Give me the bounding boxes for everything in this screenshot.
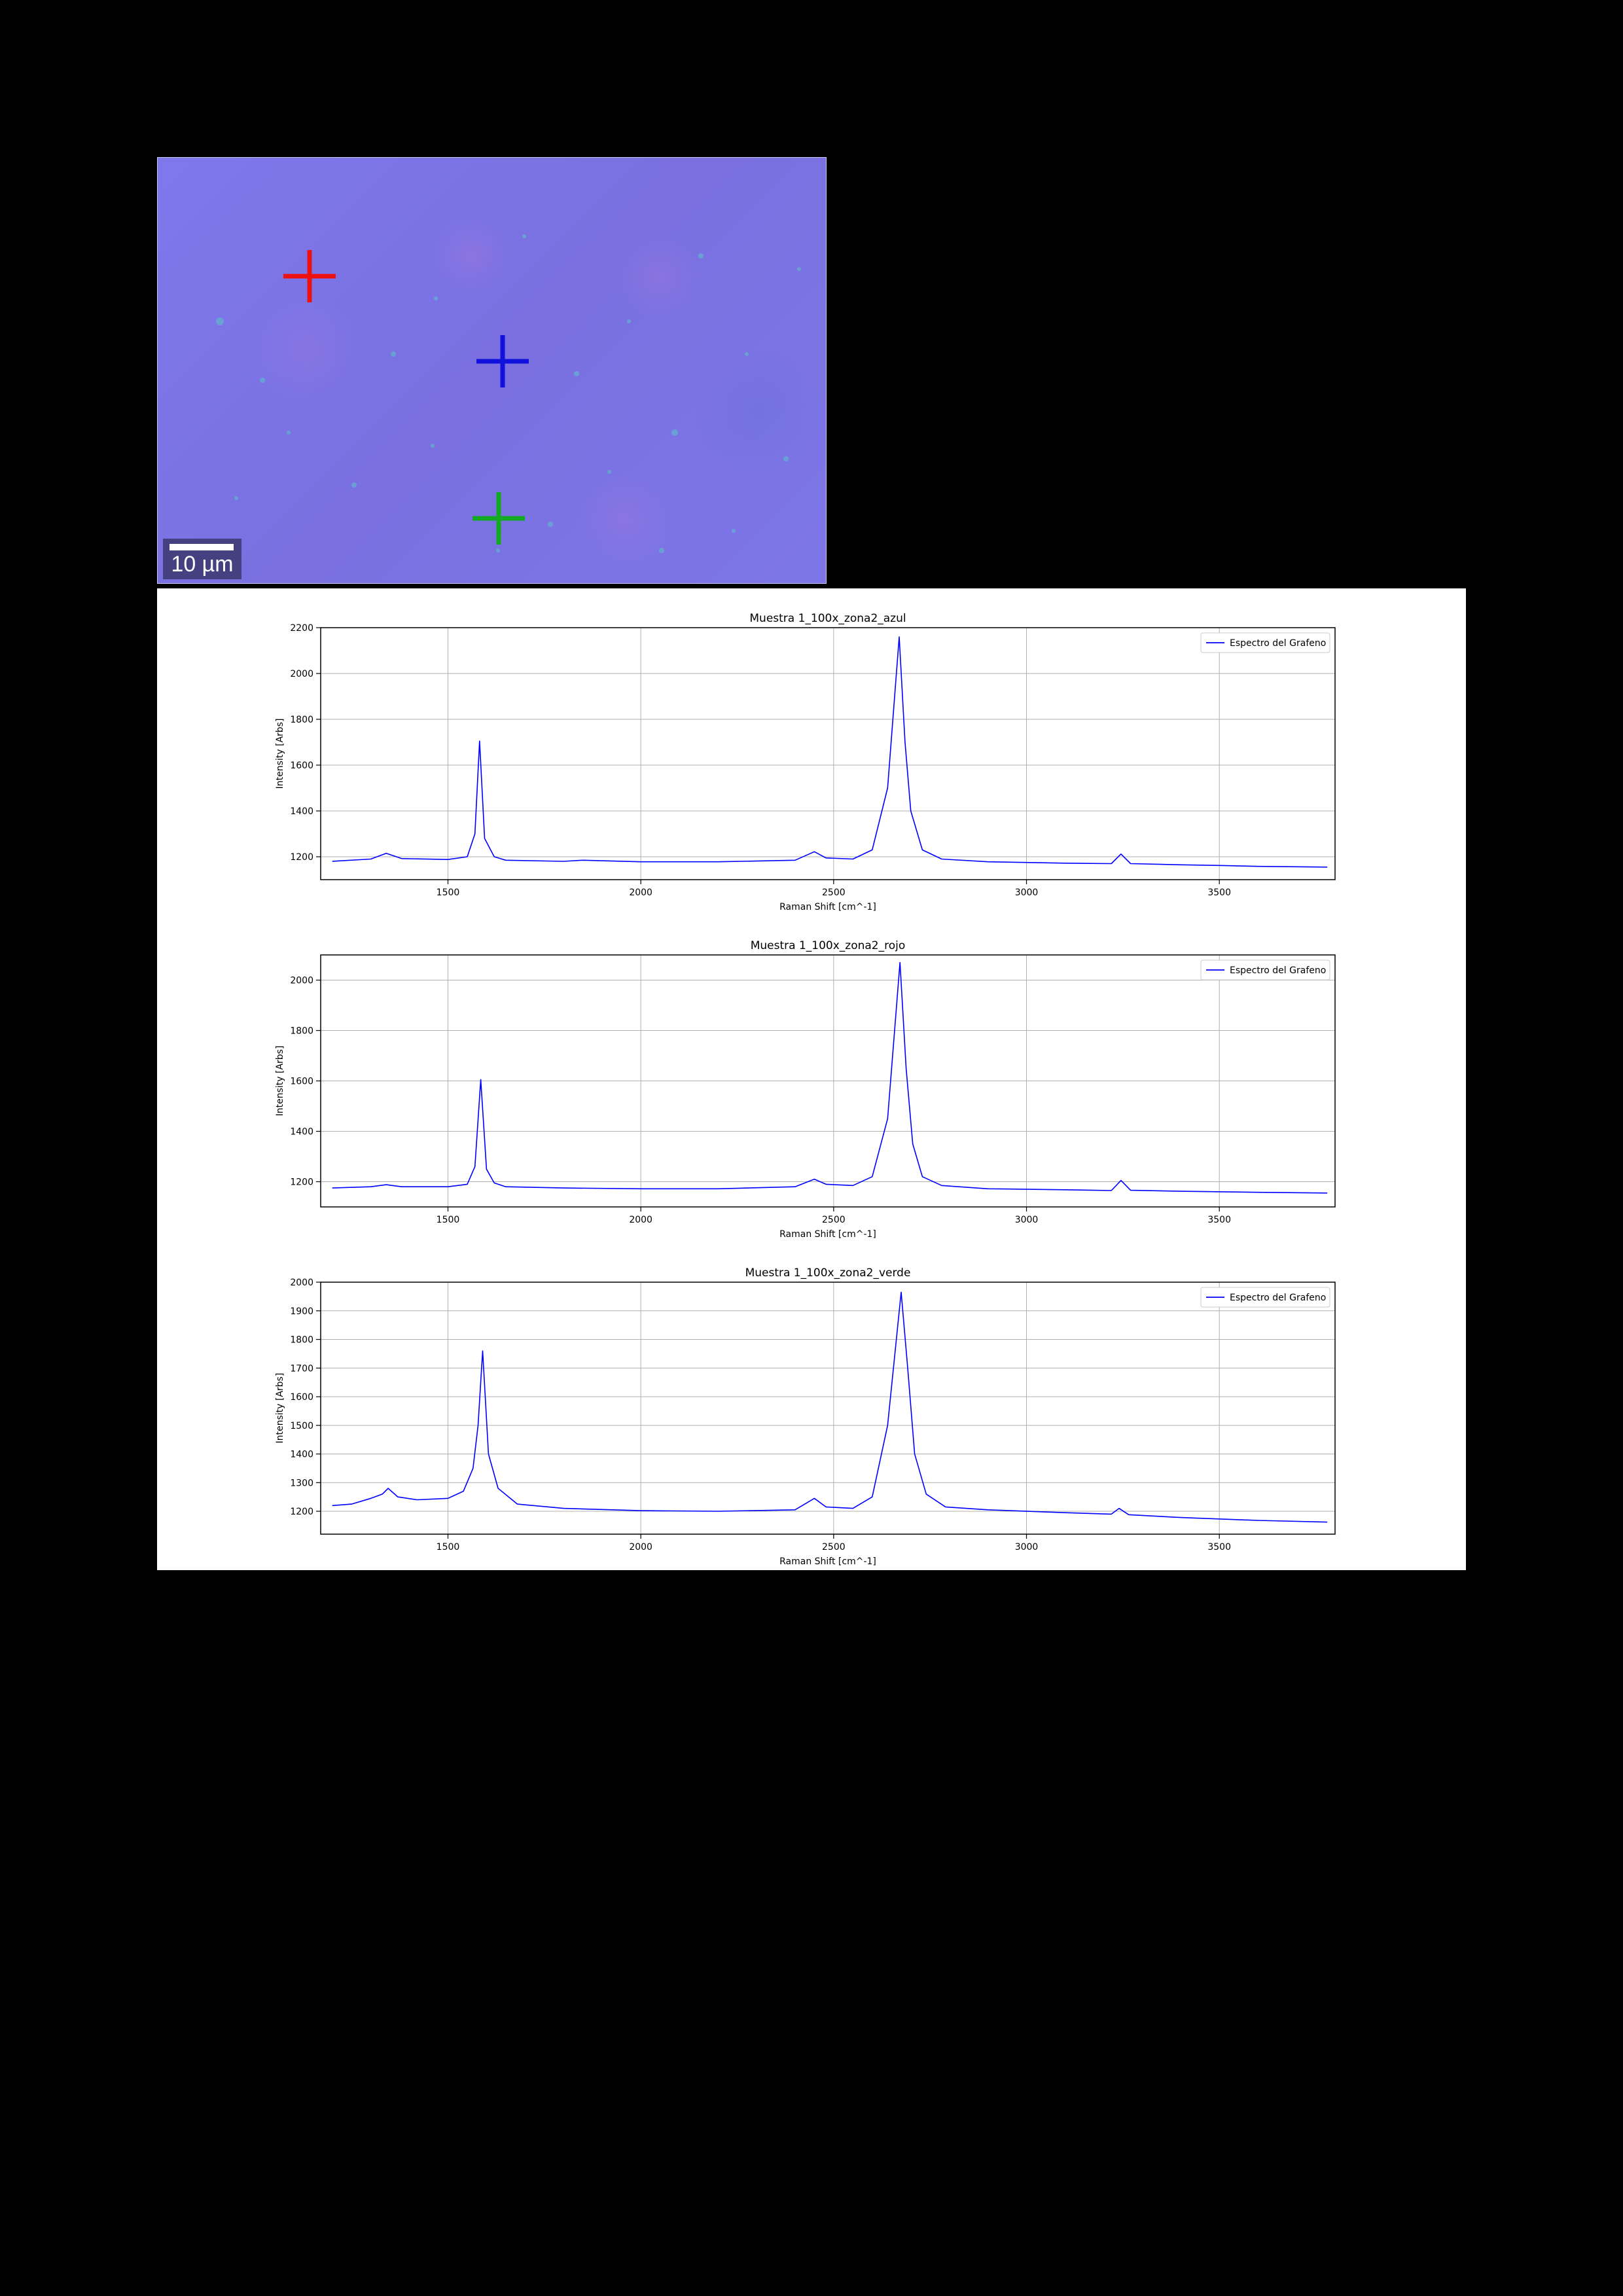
chart-title: Muestra 1_100x_zona2_verde: [745, 1266, 911, 1280]
x-tick-label: 1500: [437, 888, 460, 898]
x-tick-label: 3000: [1015, 1215, 1039, 1225]
chart-title: Muestra 1_100x_zona2_rojo: [751, 939, 906, 952]
y-tick-label: 1400: [290, 1450, 313, 1460]
y-tick-label: 1200: [290, 852, 313, 863]
flake-spots: [216, 234, 801, 553]
x-tick-label: 2000: [629, 1542, 652, 1552]
series-line: [332, 636, 1328, 868]
x-tick-label: 1500: [437, 1542, 460, 1552]
plot-frame: [320, 627, 1336, 880]
x-tick-label: 3500: [1207, 1542, 1231, 1552]
y-axis-label: Intensity [Arbs]: [275, 1373, 285, 1444]
y-tick-label: 2000: [290, 669, 313, 679]
green-crosshair: [473, 492, 525, 545]
y-tick-label: 1600: [290, 1077, 313, 1087]
y-tick-label: 1200: [290, 1177, 313, 1188]
x-axis-label: Raman Shift [cm^-1]: [779, 902, 876, 912]
legend-label: Espectro del Grafeno: [1230, 965, 1326, 976]
plot-frame: [320, 1282, 1336, 1535]
chart-1: 1500 2000 2500 3000 3500 1200 1400 1600 1800 2000…: [275, 612, 1336, 912]
blue-crosshair: [476, 335, 529, 387]
y-tick-label: 1200: [290, 1507, 313, 1517]
x-tick-label: 2500: [822, 1215, 846, 1225]
x-tick-label: 3500: [1207, 888, 1231, 898]
legend: Espectro del Grafeno: [1200, 960, 1330, 980]
x-tick-label: 3500: [1207, 1215, 1231, 1225]
micrograph-overlay: [216, 234, 801, 553]
x-axis-label: Raman Shift [cm^-1]: [779, 1229, 876, 1240]
legend-box: [1200, 960, 1330, 980]
chart-title: Muestra 1_100x_zona2_azul: [749, 612, 906, 625]
x-tick-label: 2500: [822, 888, 846, 898]
scale-bar: 10 µm: [163, 539, 241, 579]
legend: Espectro del Grafeno: [1200, 632, 1330, 653]
y-tick-label: 2000: [290, 976, 313, 986]
y-tick-label: 1400: [290, 806, 313, 817]
y-tick-label: 1800: [290, 1026, 313, 1037]
legend-label: Espectro del Grafeno: [1230, 1293, 1326, 1303]
x-axis-label: Raman Shift [cm^-1]: [779, 1556, 876, 1567]
x-tick-label: 1500: [437, 1215, 460, 1225]
y-tick-label: 1900: [290, 1306, 313, 1317]
legend: Espectro del Grafeno: [1200, 1287, 1330, 1308]
legend-box: [1200, 1287, 1330, 1308]
legend-label: Espectro del Grafeno: [1230, 638, 1326, 649]
y-axis-label: Intensity [Arbs]: [275, 1046, 285, 1117]
x-tick-label: 2500: [822, 1542, 846, 1552]
series-line: [332, 1291, 1328, 1523]
y-tick-label: 2000: [290, 1278, 313, 1288]
y-tick-label: 1700: [290, 1363, 313, 1374]
y-tick-label: 1600: [290, 761, 313, 771]
y-tick-label: 1500: [290, 1421, 313, 1431]
y-tick-label: 1300: [290, 1478, 313, 1488]
scale-bar-label: 10 µm: [171, 552, 234, 577]
x-tick-label: 3000: [1015, 888, 1039, 898]
raman-figure: 1500 2000 2500 3000 3500 1200 1400 1600 1800 2000…: [157, 588, 1466, 1570]
chart-3: 1500 2000 2500 3000 3500 1200 1300 1400 1500 1600…: [275, 1266, 1336, 1567]
y-tick-label: 1400: [290, 1127, 313, 1138]
y-tick-label: 2200: [290, 623, 313, 634]
plot-frame: [320, 954, 1336, 1208]
optical-micrograph: 10 µm: [157, 157, 827, 584]
x-tick-label: 2000: [629, 1215, 652, 1225]
chart-2: 1500 2000 2500 3000 3500 1200 1400 1600 1800 2000…: [275, 939, 1336, 1240]
x-tick-label: 3000: [1015, 1542, 1039, 1552]
raman-charts: 1500 2000 2500 3000 3500 1200 1400 1600 1800 2000…: [275, 612, 1336, 1567]
y-tick-label: 1600: [290, 1392, 313, 1403]
legend-box: [1200, 632, 1330, 653]
y-tick-label: 1800: [290, 715, 313, 725]
y-axis-label: Intensity [Arbs]: [275, 719, 285, 789]
series-line: [332, 961, 1328, 1194]
red-crosshair: [283, 250, 336, 302]
x-tick-label: 2000: [629, 888, 652, 898]
scale-bar-line: [169, 544, 234, 550]
y-tick-label: 1800: [290, 1335, 313, 1346]
